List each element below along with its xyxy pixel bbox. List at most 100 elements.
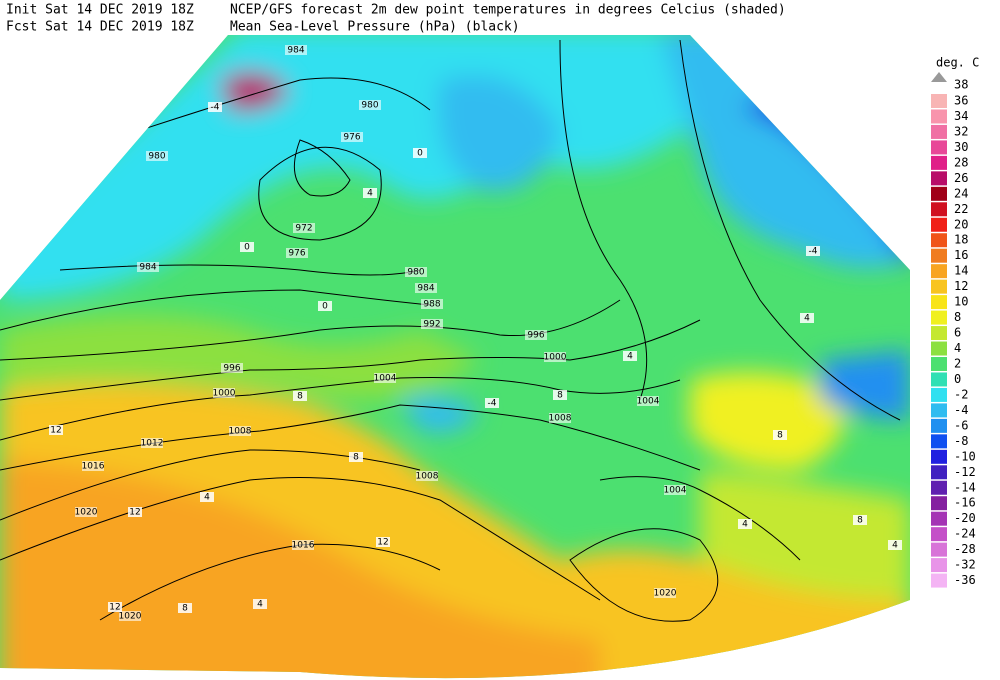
contour-label: 8 (857, 516, 863, 526)
isobar-label: 1004 (664, 486, 687, 496)
init-time: Init Sat 14 DEC 2019 18Z (6, 3, 194, 18)
contour-label: 4 (892, 541, 898, 551)
legend: deg. C 38 363432302826242220181614121086… (931, 56, 979, 588)
legend-label: 28 (954, 155, 968, 169)
legend-swatch (931, 372, 947, 387)
isobar-label-bg (286, 248, 308, 258)
isobar-label: 1008 (229, 427, 252, 437)
legend-label: 22 (954, 202, 968, 216)
isobar-label-bg (416, 471, 438, 481)
contour-label: 12 (109, 603, 120, 613)
legend-swatch (931, 341, 947, 356)
legend-swatch (931, 418, 947, 433)
legend-label: 0 (954, 372, 961, 386)
legend-swatch (931, 94, 947, 108)
legend-label: -36 (954, 573, 976, 587)
isobar-label-bg (293, 223, 315, 233)
isobar-label-bg (544, 352, 566, 362)
legend-label: -32 (954, 558, 976, 572)
isobar-label: 980 (407, 268, 424, 278)
isobar-label-bg (359, 100, 381, 110)
isobar-label-bg (213, 388, 235, 398)
isobar-label-bg (421, 299, 443, 309)
contour-label-bg (108, 602, 122, 612)
legend-label: -14 (954, 480, 976, 494)
contour-label-bg (349, 452, 363, 462)
contour-label-bg (178, 603, 192, 613)
isobar-label: 1004 (374, 374, 397, 384)
contour-label-bg (240, 242, 254, 252)
contour-label-bg (128, 507, 142, 517)
isobar-label: 980 (361, 101, 378, 111)
contour-label: 4 (204, 493, 210, 503)
isobar-label-bg (549, 413, 571, 423)
legend-swatch (931, 480, 947, 495)
isobar-label-bg (292, 540, 314, 550)
isobar-label-bg (146, 151, 168, 161)
legend-label: 36 (954, 94, 968, 108)
isobar-label-bg (405, 267, 427, 277)
isobar-label: 972 (295, 224, 312, 234)
legend-top-label: 38 (954, 78, 968, 92)
contour-label: 8 (557, 391, 563, 401)
legend-swatch (931, 264, 947, 279)
isobar-label-bg (285, 45, 307, 55)
legend-label: -8 (954, 434, 968, 448)
legend-label: -10 (954, 449, 976, 463)
contour-label-bg (318, 301, 332, 311)
legend-label: 32 (954, 124, 968, 138)
legend-swatch (931, 387, 947, 402)
contour-label-bg (888, 540, 902, 550)
isobar-label: 1000 (544, 353, 567, 363)
contour-label: -4 (488, 399, 497, 409)
isobar-label: 984 (287, 46, 304, 56)
isobar-label: 1016 (82, 462, 105, 472)
isobar-label-bg (415, 283, 437, 293)
legend-swatch (931, 155, 947, 170)
contour-label-bg (800, 313, 814, 323)
contour-label: 4 (742, 520, 748, 530)
legend-label: 20 (954, 217, 968, 231)
contour-label-bg (363, 188, 377, 198)
forecast-time: Fcst Sat 14 DEC 2019 18Z (6, 20, 194, 35)
contour-labels: -4 0 4 0 0 4 8 8 12 12 4 4 8 -4 -4 4 8 4 8 12 12 8 4 (49, 102, 902, 614)
legend-swatch (931, 542, 947, 557)
isobar-label: 1008 (549, 414, 572, 424)
legend-label: 26 (954, 171, 968, 185)
contour-label: 4 (257, 600, 263, 610)
legend-swatch (931, 558, 947, 573)
contour-label: 12 (129, 508, 140, 518)
contour-label: 8 (182, 604, 188, 614)
contour-label-bg (485, 398, 499, 408)
contour-label-bg (553, 390, 567, 400)
isobar-label-bg (374, 373, 396, 383)
isobar-label: 988 (423, 300, 440, 310)
legend-swatch (931, 295, 947, 310)
legend-label: 6 (954, 326, 961, 340)
contour-label: 8 (777, 431, 783, 441)
legend-swatch (931, 248, 947, 263)
isobar-label: 1012 (141, 439, 164, 449)
legend-label: 34 (954, 109, 968, 123)
legend-swatch (931, 326, 947, 341)
legend-swatch (931, 496, 947, 511)
contour-label: 4 (804, 314, 810, 324)
legend-label: 4 (954, 341, 961, 355)
isobar-label-bg (654, 588, 676, 598)
isobar-labels: 984 980 976 980 972 976 984 980 984 988 992 996 1000… (75, 45, 687, 622)
legend-label: 12 (954, 279, 968, 293)
legend-label: 18 (954, 233, 968, 247)
contour-label: 0 (322, 302, 328, 312)
map-field (0, 35, 910, 679)
legend-label: -2 (954, 387, 968, 401)
contour-label-bg (49, 425, 63, 435)
contour-label: -4 (809, 247, 818, 257)
legend-label: 10 (954, 295, 968, 309)
legend-label: 14 (954, 264, 968, 278)
legend-label: -16 (954, 496, 976, 510)
field-shading (0, 35, 910, 679)
isobar-label: 1020 (119, 612, 142, 622)
legend-swatch (931, 356, 947, 371)
isobar-label-bg (525, 330, 547, 340)
